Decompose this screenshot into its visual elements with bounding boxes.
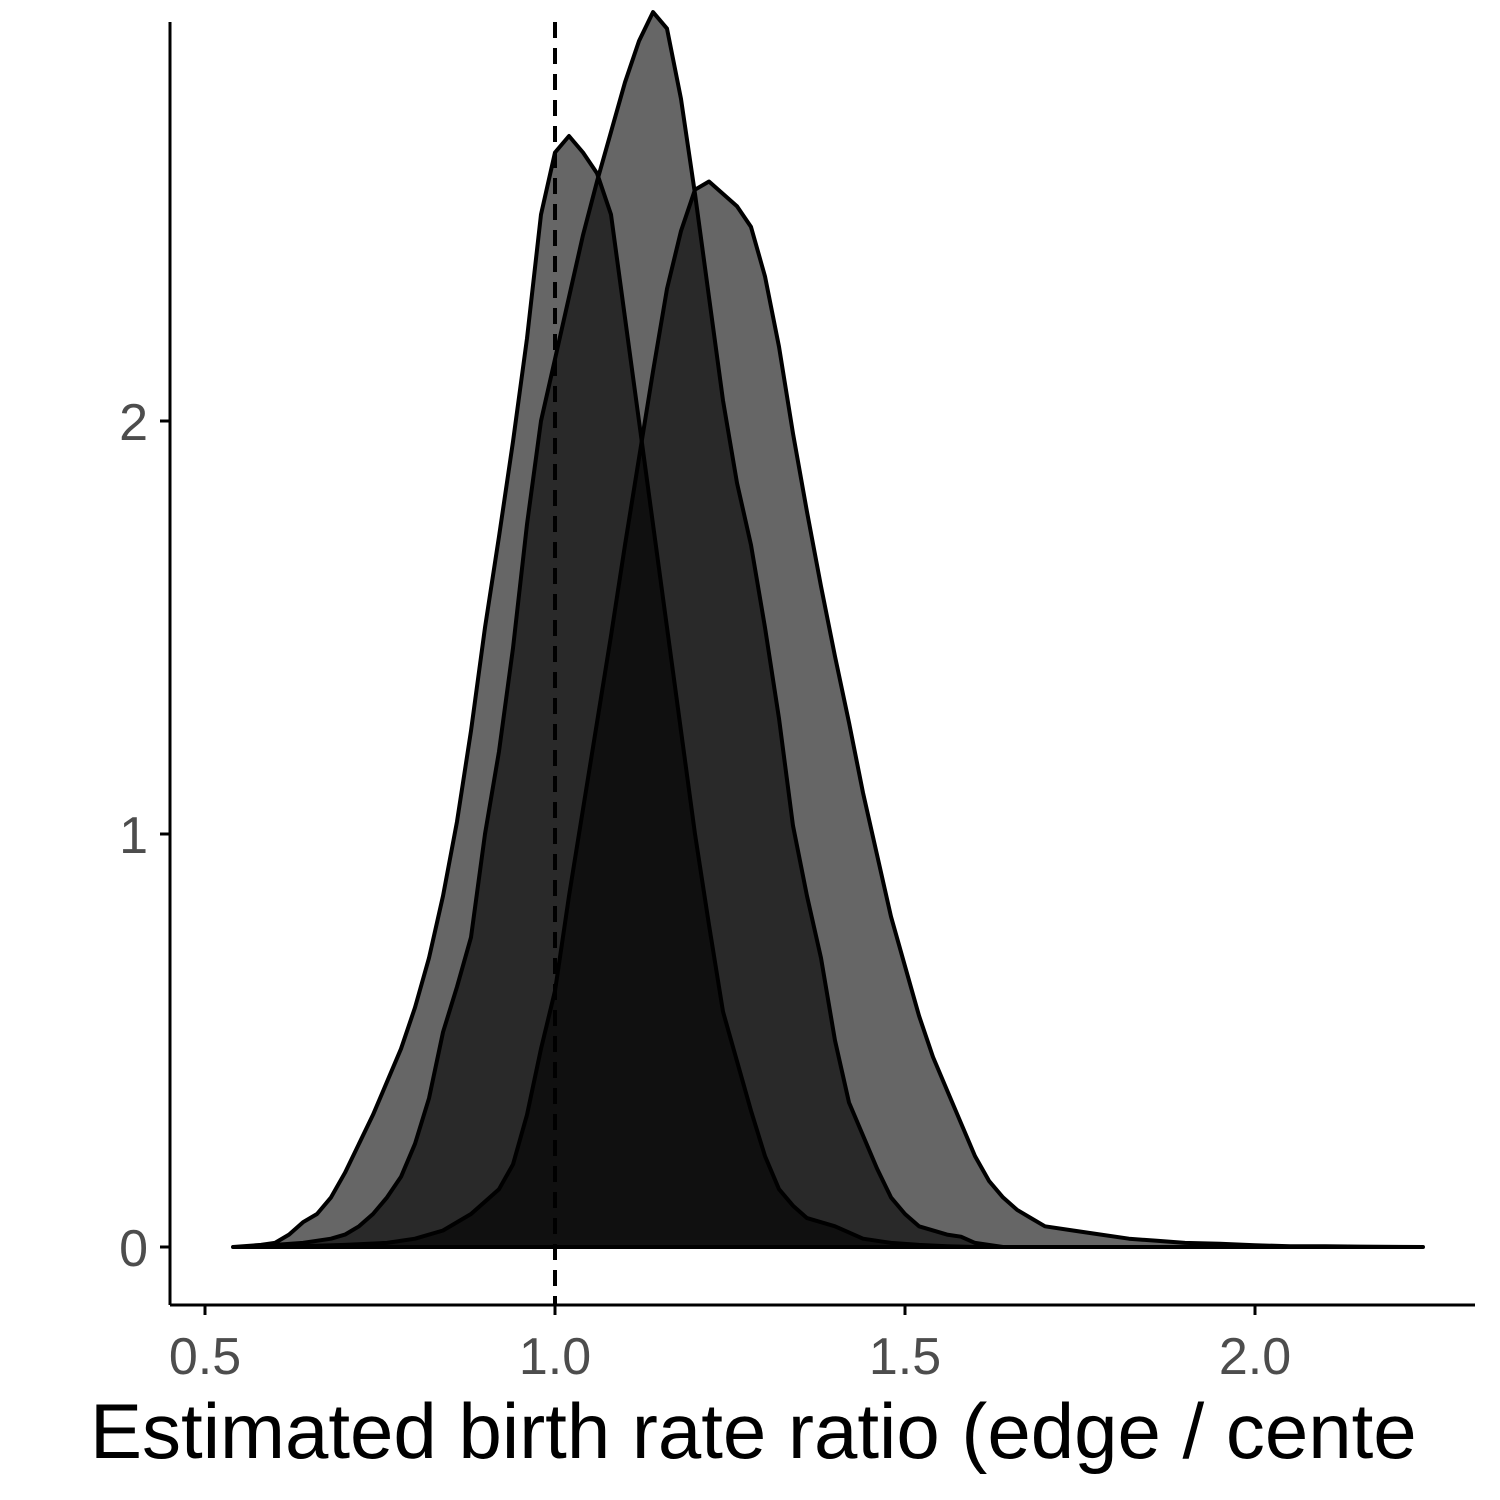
y-axis-ticks: 0 1 2 [119,394,170,1278]
x-tick-label: 1.5 [869,1328,941,1386]
x-axis-title: Estimated birth rate ratio (edge / cente [90,1387,1417,1475]
density-areas [231,10,1425,1249]
density-area-3 [273,179,1425,1249]
axes [168,22,1475,1307]
x-tick-label: 2.0 [1219,1328,1291,1386]
x-tick-label: 1.0 [519,1328,591,1386]
y-tick-label: 0 [119,1220,148,1278]
x-tick-label: 0.5 [169,1328,241,1386]
y-tick-label: 1 [119,807,148,865]
x-axis-ticks: 0.5 1.0 1.5 2.0 [169,1305,1291,1386]
y-tick-label: 2 [119,394,148,452]
